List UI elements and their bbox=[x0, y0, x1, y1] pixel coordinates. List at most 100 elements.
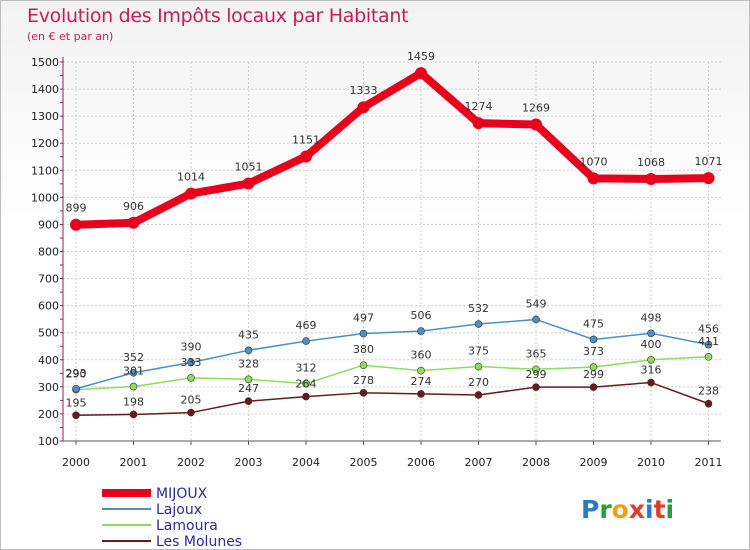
point-les-molunes-2010 bbox=[647, 378, 655, 387]
point-mijoux-2010 bbox=[645, 172, 657, 185]
y-tick-200: 200 bbox=[38, 408, 59, 421]
data-label-lajoux-2005: 497 bbox=[353, 312, 374, 325]
data-label-lajoux-2010: 498 bbox=[641, 311, 662, 324]
logo-letter: P bbox=[581, 495, 599, 524]
x-tick-2003: 2003 bbox=[235, 456, 263, 469]
chart-subtitle: (en € et par an) bbox=[27, 30, 114, 43]
series-line-lamoura bbox=[75, 356, 710, 391]
series-group bbox=[70, 67, 715, 420]
data-label-mijoux-2011: 1071 bbox=[695, 155, 723, 168]
point-lamoura-2007 bbox=[474, 362, 483, 371]
x-tick-2004: 2004 bbox=[292, 456, 320, 469]
data-label-lamoura-2010: 400 bbox=[641, 338, 662, 351]
x-tick-labels: 2000 2001 2002 2003 2004 2005 2006 2007 2008 2009… bbox=[62, 456, 723, 469]
legend-label-les-molunes: Les Molunes bbox=[156, 534, 242, 549]
point-les-molunes-2007 bbox=[474, 391, 483, 399]
data-label-les-molunes-2006: 274 bbox=[411, 375, 432, 388]
data-label-les-molunes-2008: 299 bbox=[526, 368, 547, 381]
data-label-les-molunes-2011: 238 bbox=[698, 385, 719, 398]
point-mijoux-2009 bbox=[587, 172, 600, 185]
point-lamoura-2010 bbox=[647, 355, 655, 364]
point-lamoura-2009 bbox=[589, 363, 598, 371]
data-label-lamoura-2007: 375 bbox=[468, 345, 489, 358]
data-label-lamoura-2009: 373 bbox=[583, 345, 604, 358]
point-mijoux-2000 bbox=[70, 218, 82, 231]
point-lamoura-2006 bbox=[417, 366, 425, 375]
y-tick-700: 700 bbox=[38, 273, 59, 286]
point-les-molunes-2008 bbox=[532, 383, 540, 391]
point-lajoux-2004 bbox=[302, 337, 310, 345]
data-label-lajoux-2000: 293 bbox=[66, 367, 87, 380]
grid-lines bbox=[63, 61, 721, 441]
data-label-lamoura-2002: 333 bbox=[181, 356, 202, 369]
data-label-mijoux-2008: 1269 bbox=[522, 102, 550, 115]
data-label-lamoura-2011: 411 bbox=[698, 335, 719, 348]
data-label-lajoux-2002: 390 bbox=[181, 340, 202, 353]
data-label-lamoura-2001: 301 bbox=[123, 365, 144, 378]
x-tick-2005: 2005 bbox=[350, 456, 378, 469]
point-lajoux-2001 bbox=[129, 368, 138, 377]
legend-label-lamoura: Lamoura bbox=[156, 518, 218, 534]
point-lamoura-2003 bbox=[244, 375, 253, 384]
data-label-mijoux-2007: 1274 bbox=[465, 100, 493, 113]
legend-label-lajoux: Lajoux bbox=[156, 502, 202, 518]
y-tick-labels: 100 200 300 400 500 600 700 800 900 1000 1100 1200 1… bbox=[31, 56, 59, 448]
point-les-molunes-2005 bbox=[359, 389, 368, 397]
data-label-les-molunes-2007: 270 bbox=[468, 376, 489, 389]
point-lamoura-2005 bbox=[359, 361, 368, 370]
point-mijoux-2002 bbox=[185, 187, 197, 200]
series-line-les-molunes bbox=[75, 381, 710, 417]
point-mijoux-2003 bbox=[242, 177, 255, 190]
point-les-molunes-2011 bbox=[704, 399, 713, 408]
data-label-mijoux-2009: 1070 bbox=[580, 155, 608, 168]
point-lajoux-2011 bbox=[704, 340, 713, 349]
data-label-mijoux-2003: 1051 bbox=[235, 161, 263, 174]
x-tick-2000: 2000 bbox=[62, 456, 90, 469]
point-lajoux-2003 bbox=[244, 346, 253, 355]
data-label-mijoux-2001: 906 bbox=[123, 200, 144, 213]
data-label-lamoura-2003: 328 bbox=[238, 357, 259, 370]
data-label-les-molunes-2003: 247 bbox=[238, 382, 259, 395]
point-lajoux-2002 bbox=[187, 358, 195, 367]
data-label-mijoux-2005: 1333 bbox=[350, 84, 378, 97]
y-tick-500: 500 bbox=[38, 327, 59, 340]
data-label-les-molunes-2005: 278 bbox=[353, 374, 374, 387]
data-label-lamoura-2004: 312 bbox=[296, 362, 317, 375]
data-label-lajoux-2009: 475 bbox=[583, 317, 604, 330]
logo-letter: r bbox=[599, 495, 612, 524]
y-tick-1500: 1500 bbox=[31, 56, 59, 69]
series-line-mijoux bbox=[72, 69, 713, 229]
y-tick-1300: 1300 bbox=[31, 110, 59, 123]
point-lamoura-2004 bbox=[302, 379, 310, 388]
data-label-lajoux-2008: 549 bbox=[526, 297, 547, 310]
point-lajoux-2008 bbox=[532, 315, 540, 324]
data-label-les-molunes-2001: 198 bbox=[123, 395, 144, 408]
point-les-molunes-2003 bbox=[244, 397, 253, 406]
data-label-lamoura-2008: 365 bbox=[526, 347, 547, 360]
point-lamoura-2002 bbox=[187, 374, 195, 382]
chart-title: Evolution des Impôts locaux par Habitant bbox=[27, 5, 409, 27]
proxiti-logo: Proxiti bbox=[581, 495, 674, 524]
point-les-molunes-2002 bbox=[187, 408, 195, 417]
point-lajoux-2009 bbox=[589, 335, 598, 344]
data-label-les-molunes-2010: 316 bbox=[641, 364, 662, 377]
series-line-lajoux bbox=[75, 318, 710, 390]
x-tick-2010: 2010 bbox=[637, 456, 665, 469]
logo-letter: t bbox=[654, 495, 666, 524]
axes bbox=[60, 57, 721, 445]
point-lamoura-2001 bbox=[129, 382, 138, 391]
point-les-molunes-2000 bbox=[72, 411, 80, 420]
point-lamoura-2008 bbox=[532, 365, 540, 374]
y-tick-800: 800 bbox=[38, 246, 59, 259]
point-les-molunes-2009 bbox=[589, 383, 598, 391]
legend-label-mijoux: MIJOUX bbox=[156, 486, 208, 502]
y-tick-400: 400 bbox=[38, 354, 59, 367]
data-label-mijoux-2004: 1151 bbox=[292, 133, 320, 146]
x-tick-2009: 2009 bbox=[580, 456, 608, 469]
data-label-lajoux-2004: 469 bbox=[296, 319, 317, 332]
y-tick-1000: 1000 bbox=[31, 191, 59, 204]
data-label-les-molunes-2002: 205 bbox=[181, 394, 202, 407]
